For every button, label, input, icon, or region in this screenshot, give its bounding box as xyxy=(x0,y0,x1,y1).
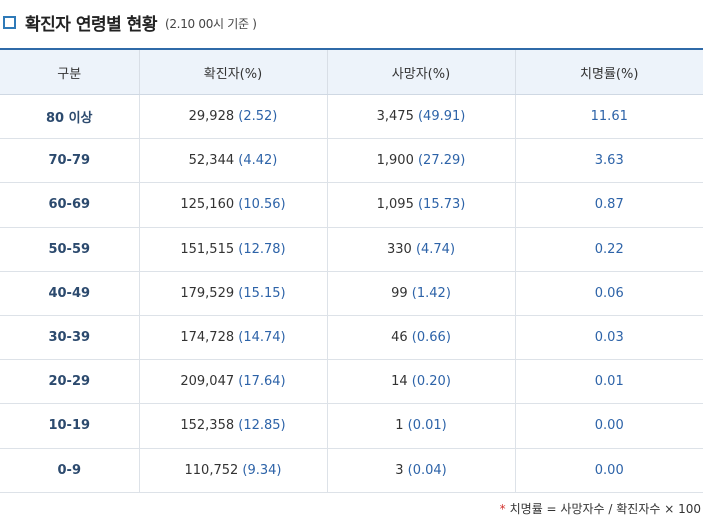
table-row: 30-39 174,728 (14.74) 46 (0.66) 0.03 xyxy=(0,315,703,361)
cell-age-group: 40-49 xyxy=(0,271,140,316)
cell-fatality-rate: 3.63 xyxy=(515,138,703,184)
deaths-percent: (4.74) xyxy=(415,241,456,257)
cell-fatality-rate: 0.87 xyxy=(515,182,703,228)
age-stats-table: 구분 확진자(%) 사망자(%) 치명률(%) 80 이상 29,928 (2.5… xyxy=(0,48,703,493)
table-row: 20-29 209,047 (17.64) 14 (0.20) 0.01 xyxy=(0,359,703,405)
deaths-percent: (0.66) xyxy=(411,330,451,346)
table-row: 50-59 151,515 (12.78) 330 (4.74) 0.22 xyxy=(0,227,703,272)
page-subtitle: (2.10 00시 기준 ) xyxy=(164,16,257,31)
cell-confirmed: 152,358 (12.85) xyxy=(139,403,328,449)
cell-deaths: 46 (0.66) xyxy=(327,315,516,361)
cell-fatality-rate: 0.03 xyxy=(515,315,703,361)
confirmed-percent: (17.64) xyxy=(238,374,286,390)
confirmed-percent: (12.85) xyxy=(238,418,286,434)
deaths-percent: (0.01) xyxy=(407,418,447,434)
cell-deaths: 3 (0.04) xyxy=(327,448,516,493)
cell-age-group: 20-29 xyxy=(0,359,140,405)
deaths-count: 1,095 xyxy=(376,197,414,213)
deaths-percent: (0.04) xyxy=(407,462,447,478)
column-header-group: 구분 xyxy=(0,48,140,95)
deaths-count: 99 xyxy=(391,285,408,301)
deaths-percent: (1.42) xyxy=(411,285,451,301)
confirmed-count: 174,728 xyxy=(180,330,235,346)
cell-deaths: 330 (4.74) xyxy=(327,227,516,272)
confirmed-count: 110,752 xyxy=(184,462,239,478)
cell-age-group: 80 이상 xyxy=(0,94,140,140)
table-row: 10-19 152,358 (12.85) 1 (0.01) 0.00 xyxy=(0,403,703,449)
cell-age-group: 50-59 xyxy=(0,227,140,272)
cell-age-group: 70-79 xyxy=(0,138,140,184)
deaths-percent: (49.91) xyxy=(417,109,466,125)
cell-fatality-rate: 0.22 xyxy=(515,227,703,272)
cell-confirmed: 209,047 (17.64) xyxy=(139,359,328,405)
cell-confirmed: 52,344 (4.42) xyxy=(139,138,328,184)
confirmed-count: 209,047 xyxy=(180,374,235,390)
column-header-fatality: 치명률(%) xyxy=(515,48,703,95)
deaths-count: 3 xyxy=(395,462,404,478)
confirmed-percent: (2.52) xyxy=(238,109,278,125)
cell-deaths: 3,475 (49.91) xyxy=(327,94,516,140)
cell-deaths: 1 (0.01) xyxy=(327,403,516,449)
deaths-count: 14 xyxy=(391,374,408,390)
confirmed-percent: (10.56) xyxy=(238,197,286,213)
confirmed-percent: (12.78) xyxy=(238,241,286,257)
cell-confirmed: 179,529 (15.15) xyxy=(139,271,328,316)
deaths-percent: (0.20) xyxy=(411,374,451,390)
footnote-text: 치명률 = 사망자수 / 확진자수 × 100 xyxy=(509,502,701,516)
page-title: 확진자 연령별 현황 xyxy=(25,14,157,35)
square-bullet-icon xyxy=(3,15,16,29)
deaths-count: 46 xyxy=(391,330,408,346)
confirmed-count: 52,344 xyxy=(188,153,235,169)
confirmed-count: 152,358 xyxy=(180,418,235,434)
table-row: 0-9 110,752 (9.34) 3 (0.04) 0.00 xyxy=(0,448,703,493)
confirmed-count: 125,160 xyxy=(180,197,235,213)
column-header-deaths: 사망자(%) xyxy=(327,48,516,95)
deaths-count: 330 xyxy=(386,241,412,257)
column-header-confirmed: 확진자(%) xyxy=(139,48,328,95)
confirmed-count: 179,529 xyxy=(180,285,235,301)
cell-confirmed: 151,515 (12.78) xyxy=(139,227,328,272)
cell-fatality-rate: 0.01 xyxy=(515,359,703,405)
confirmed-percent: (14.74) xyxy=(238,330,286,346)
cell-confirmed: 29,928 (2.52) xyxy=(139,94,328,140)
cell-confirmed: 110,752 (9.34) xyxy=(139,448,328,493)
confirmed-count: 29,928 xyxy=(188,109,235,125)
cell-age-group: 10-19 xyxy=(0,403,140,449)
cell-deaths: 99 (1.42) xyxy=(327,271,516,316)
table-row: 60-69 125,160 (10.56) 1,095 (15.73) 0.87 xyxy=(0,182,703,228)
cell-fatality-rate: 11.61 xyxy=(515,94,703,140)
cell-confirmed: 174,728 (14.74) xyxy=(139,315,328,361)
cell-age-group: 0-9 xyxy=(0,448,140,493)
cell-deaths: 14 (0.20) xyxy=(327,359,516,405)
table-row: 40-49 179,529 (15.15) 99 (1.42) 0.06 xyxy=(0,271,703,316)
cell-age-group: 30-39 xyxy=(0,315,140,361)
page-header: 확진자 연령별 현황 (2.10 00시 기준 ) xyxy=(0,8,257,36)
confirmed-percent: (4.42) xyxy=(238,153,278,169)
deaths-percent: (27.29) xyxy=(417,153,466,169)
deaths-count: 1 xyxy=(395,418,404,434)
confirmed-count: 151,515 xyxy=(180,241,235,257)
cell-deaths: 1,900 (27.29) xyxy=(327,138,516,184)
cell-fatality-rate: 0.00 xyxy=(515,403,703,449)
cell-confirmed: 125,160 (10.56) xyxy=(139,182,328,228)
cell-age-group: 60-69 xyxy=(0,182,140,228)
cell-deaths: 1,095 (15.73) xyxy=(327,182,516,228)
confirmed-percent: (9.34) xyxy=(242,462,282,478)
table-header-row: 구분 확진자(%) 사망자(%) 치명률(%) xyxy=(0,48,703,95)
cell-fatality-rate: 0.06 xyxy=(515,271,703,316)
footnote: * 치명률 = 사망자수 / 확진자수 × 100 xyxy=(500,500,701,517)
table-row: 80 이상 29,928 (2.52) 3,475 (49.91) 11.61 xyxy=(0,94,703,140)
deaths-count: 1,900 xyxy=(376,153,414,169)
table-row: 70-79 52,344 (4.42) 1,900 (27.29) 3.63 xyxy=(0,138,703,184)
deaths-count: 3,475 xyxy=(376,109,414,125)
deaths-percent: (15.73) xyxy=(417,197,466,213)
cell-fatality-rate: 0.00 xyxy=(515,448,703,493)
footnote-star: * xyxy=(499,502,506,516)
confirmed-percent: (15.15) xyxy=(238,285,286,301)
